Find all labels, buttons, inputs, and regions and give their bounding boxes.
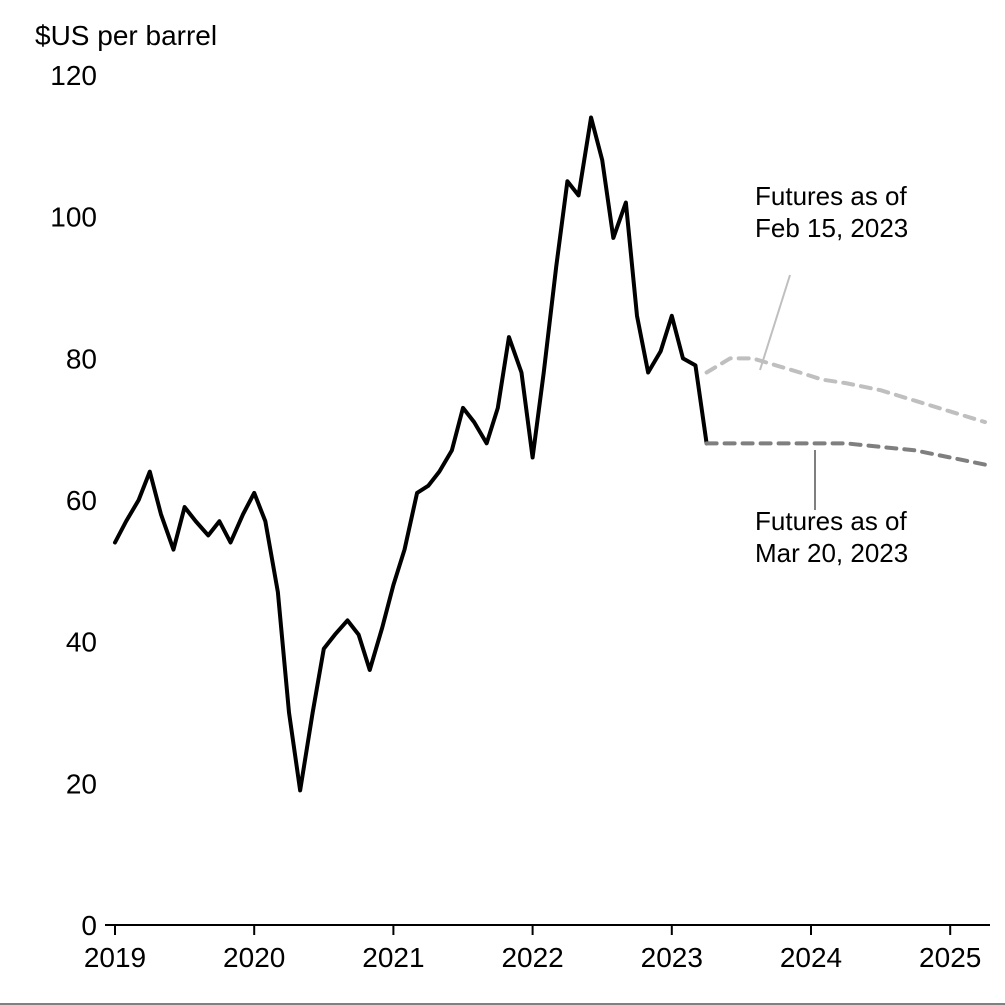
x-tick-label: 2019 — [84, 942, 146, 973]
y-tick-label: 0 — [81, 910, 97, 941]
y-tick-label: 20 — [66, 768, 97, 799]
x-tick-label: 2023 — [641, 942, 703, 973]
oil-price-chart: $US per barrel 0 20 40 60 80 100 120 2019 2020 202… — [0, 0, 1005, 1005]
x-tick-label: 2021 — [362, 942, 424, 973]
chart-svg: $US per barrel 0 20 40 60 80 100 120 2019 2020 202… — [0, 0, 1005, 1005]
x-tick-label: 2020 — [223, 942, 285, 973]
chart-background — [0, 0, 1005, 1005]
y-tick-label: 120 — [50, 60, 97, 91]
x-tick-label: 2022 — [501, 942, 563, 973]
annotation-text: Futures as of — [755, 506, 908, 536]
y-tick-label: 60 — [66, 485, 97, 516]
y-axis-title: $US per barrel — [35, 20, 217, 51]
y-tick-label: 80 — [66, 343, 97, 374]
annotation-text: Feb 15, 2023 — [755, 213, 908, 243]
y-tick-label: 100 — [50, 202, 97, 233]
y-tick-label: 40 — [66, 627, 97, 658]
x-tick-label: 2024 — [780, 942, 842, 973]
x-tick-label: 2025 — [919, 942, 981, 973]
annotation-text: Mar 20, 2023 — [755, 538, 908, 568]
annotation-text: Futures as of — [755, 181, 908, 211]
